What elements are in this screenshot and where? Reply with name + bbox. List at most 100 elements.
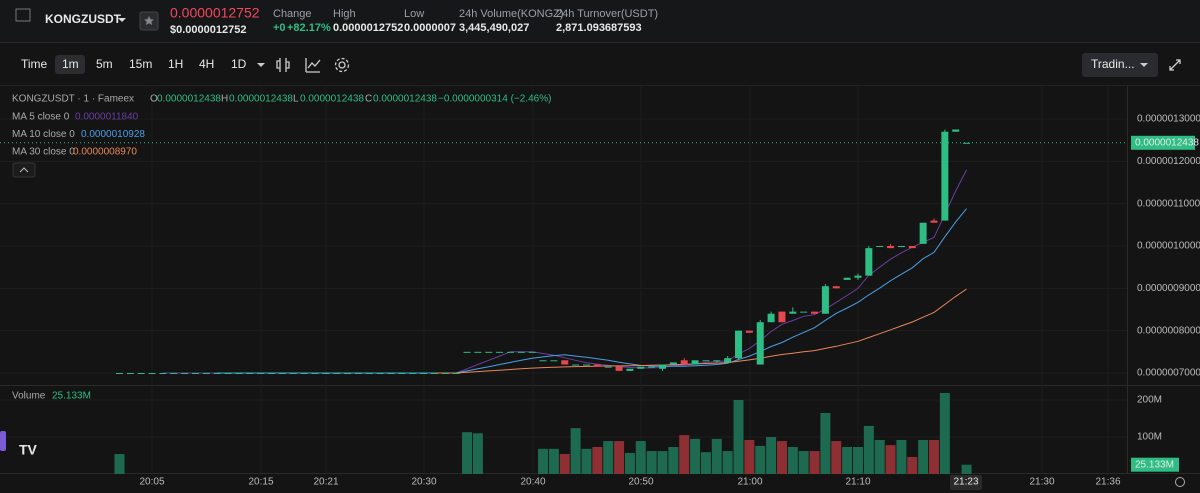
interval[interactable]: 1m	[62, 57, 79, 71]
candle-body	[496, 351, 504, 353]
selected-interval-bg	[55, 55, 85, 74]
candle-body	[311, 373, 319, 374]
candle-body	[246, 373, 254, 374]
volume-bar	[929, 439, 939, 474]
candle-body	[930, 220, 938, 223]
cursor-time: 21:23	[953, 477, 978, 488]
volume-bar	[961, 464, 972, 474]
candle-body	[116, 373, 123, 374]
candle-body	[126, 373, 134, 374]
volume-bar	[755, 445, 766, 474]
last-price-badge	[1131, 135, 1195, 150]
symbol[interactable]: KONGZUSDT	[45, 12, 122, 26]
candle-body	[224, 373, 232, 374]
volume-bar	[820, 412, 831, 474]
candle-body	[865, 248, 873, 276]
axis-settings-icon[interactable]	[1175, 477, 1185, 487]
settings-icon[interactable]	[338, 61, 346, 69]
legend-o-label: O	[150, 94, 158, 105]
candle-body	[376, 373, 384, 374]
time-label: 20:40	[520, 477, 545, 488]
volume-bar	[559, 454, 570, 474]
candle-body	[528, 351, 536, 353]
settings-gear	[334, 57, 350, 73]
side-tab[interactable]	[0, 431, 6, 451]
volume-badge	[1131, 457, 1179, 472]
interval-caret[interactable]	[257, 63, 265, 67]
volume-bar	[744, 439, 755, 474]
candle-body	[963, 142, 971, 144]
interval[interactable]: Time	[21, 57, 48, 71]
volume-tick-label: 200M	[1137, 395, 1162, 406]
candle-body	[420, 373, 428, 374]
price-tick-label: 0.0000013000	[1137, 114, 1200, 125]
collapse-button[interactable]	[12, 162, 36, 178]
candle-body	[745, 330, 753, 333]
volume-bar	[863, 425, 874, 474]
interval[interactable]: 15m	[129, 57, 152, 71]
candle-body	[604, 366, 612, 368]
candle-body	[811, 311, 819, 314]
volume-bar	[592, 446, 603, 474]
symbol-caret[interactable]	[118, 18, 126, 22]
price-tick-label: 0.0000010000	[1137, 241, 1200, 252]
ma-value: 0.0000010928	[81, 129, 145, 140]
price-tick-label: 0.0000011000	[1137, 198, 1200, 209]
volume-bar	[538, 448, 549, 474]
price-tick-label: 0.0000009000	[1137, 283, 1200, 294]
ma-line	[217, 208, 967, 374]
stat-label: 24h Volume(KONGZ)	[459, 8, 564, 20]
candle-body	[821, 286, 829, 314]
interval[interactable]: 1H	[168, 57, 183, 71]
candle-body	[268, 373, 276, 374]
interval[interactable]: 4H	[199, 57, 214, 71]
volume-badge-label: 25.133M	[1135, 459, 1174, 470]
candle-body	[506, 351, 514, 353]
fullscreen-icon[interactable]	[1169, 59, 1181, 71]
candle-body	[539, 360, 547, 362]
interval[interactable]: 1D	[231, 57, 247, 71]
candle-body	[626, 368, 634, 371]
candle-body	[235, 373, 243, 374]
candle-body	[344, 373, 352, 374]
price-tick-label: 0.0000007000	[1137, 368, 1200, 379]
price-tick-label: 0.0000008000	[1137, 325, 1200, 336]
volume-bar	[918, 439, 929, 474]
ma-value: 0.0000011840	[75, 112, 139, 123]
price-usd: $0.0000012752	[170, 24, 246, 36]
candle-body	[800, 311, 808, 313]
volume-bar	[635, 441, 646, 474]
candle-body	[441, 373, 449, 374]
indicator-icon[interactable]	[305, 58, 321, 73]
candle-body	[289, 373, 297, 374]
candle-body	[908, 246, 916, 249]
candle-body	[876, 246, 884, 247]
volume-bar	[874, 439, 885, 474]
view-dropdown[interactable]	[1082, 53, 1158, 77]
stat-value: 0.0000012752	[333, 22, 403, 34]
candle-body	[854, 275, 862, 278]
view-caret	[1140, 63, 1148, 67]
candle-body	[452, 373, 460, 374]
time-label: 20:30	[411, 477, 436, 488]
volume-bar	[462, 432, 473, 474]
time-label: 20:05	[139, 477, 164, 488]
candle-body	[550, 360, 558, 362]
candle-body	[637, 366, 645, 369]
candle-body	[572, 364, 580, 366]
candle-body	[202, 373, 210, 374]
tv-logo: TV	[19, 442, 38, 458]
stat-label: 24h Turnover(USDT)	[556, 8, 658, 20]
interval[interactable]: 5m	[96, 57, 113, 71]
star-icon	[144, 16, 154, 25]
volume-bar	[733, 400, 744, 474]
cursor-time-bg	[950, 475, 982, 490]
candle-body	[474, 351, 482, 353]
candle-body	[354, 373, 362, 374]
candle-icon[interactable]	[276, 58, 290, 72]
stat-label: Change	[273, 8, 312, 20]
stat-value: +0	[273, 22, 286, 34]
volume-bar	[809, 451, 820, 474]
volume-bar	[657, 451, 668, 474]
